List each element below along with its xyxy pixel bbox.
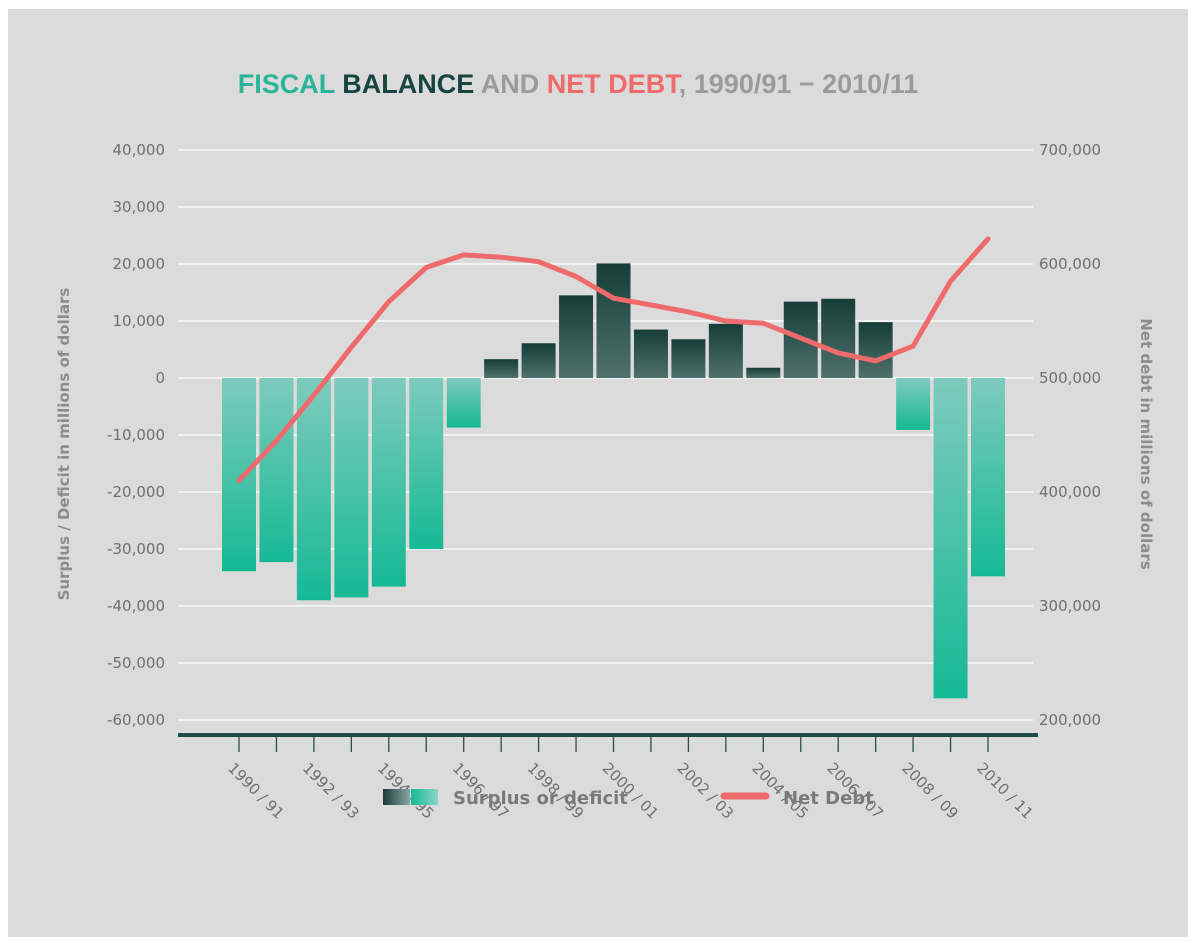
left-tick-label: 40,000 [113, 141, 166, 159]
left-tick-label: -60,000 [107, 711, 165, 729]
left-axis-ticks: 40,000 30,000 20,000 10,000 0 -10,000 -20,000 -… [107, 141, 165, 729]
legend: Surplus or deficit Net Debt [383, 788, 874, 809]
legend-swatch-surplus [383, 789, 410, 805]
left-tick-label: -50,000 [107, 654, 165, 672]
bar-1998-99 [521, 343, 556, 378]
left-tick-label: -20,000 [107, 483, 165, 501]
x-tick-label: 2008 / 09 [898, 759, 962, 823]
bar-2004-05 [746, 367, 781, 378]
x-tick-label: 2010 / 11 [973, 759, 1037, 823]
bar-1999-00 [559, 295, 594, 378]
net-debt-series [236, 236, 991, 484]
left-tick-label: 30,000 [113, 198, 166, 216]
net-debt-line [236, 236, 991, 484]
legend-label-net-debt: Net Debt [783, 788, 874, 809]
bar-1992-93 [296, 378, 331, 601]
right-tick-label: 200,000 [1039, 711, 1101, 729]
chart-title-part: , 1990/91 − 2010/11 [679, 69, 918, 99]
chart-card: FISCAL BALANCE AND NET DEBT, 1990/91 − 2… [8, 9, 1188, 937]
bar-1994-95 [371, 378, 406, 587]
bar-2006-07 [821, 298, 856, 378]
chart-title: FISCAL BALANCE AND NET DEBT, 1990/91 − 2… [238, 69, 919, 99]
bar-2007-08 [858, 322, 893, 378]
x-axis-line [178, 733, 1038, 737]
left-axis-title: Surplus / Deficit in millions of dollars [55, 288, 73, 601]
bar-1996-97 [446, 378, 481, 428]
left-tick-label: 20,000 [113, 255, 166, 273]
chart-title-part: AND [481, 69, 547, 99]
left-tick-label: 0 [155, 369, 165, 387]
bar-2001-02 [633, 329, 668, 378]
right-tick-label: 700,000 [1039, 141, 1101, 159]
chart-title-part: NET DEBT [547, 69, 683, 99]
bar-1991-92 [259, 378, 294, 563]
bar-2008-09 [896, 378, 931, 430]
bar-2003-04 [708, 323, 743, 378]
chart-title-part: FISCAL [238, 69, 343, 99]
right-axis-ticks: 700,000 600,000 500,000 400,000 300,000 200,0… [1039, 141, 1101, 729]
x-tick-label: 2002 / 03 [674, 759, 738, 823]
bar-2009-10 [933, 378, 968, 699]
left-tick-label: -40,000 [107, 597, 165, 615]
x-tick-label: 1992 / 93 [299, 759, 363, 823]
left-tick-label: -30,000 [107, 540, 165, 558]
chart-title-part: BALANCE [342, 69, 481, 99]
left-tick-label: 10,000 [113, 312, 166, 330]
right-tick-label: 400,000 [1039, 483, 1101, 501]
x-tick-label: 1990 / 91 [224, 759, 288, 823]
left-tick-label: -10,000 [107, 426, 165, 444]
bar-1995-96 [409, 378, 444, 549]
bar-1990-91 [222, 378, 256, 572]
bar-2002-03 [671, 339, 706, 378]
right-tick-label: 500,000 [1039, 369, 1101, 387]
bars-surplus-or-deficit [222, 263, 1005, 699]
right-tick-label: 300,000 [1039, 597, 1101, 615]
bar-1993-94 [334, 378, 369, 598]
legend-label-surplus-or-deficit: Surplus or deficit [453, 788, 628, 809]
bar-1997-98 [484, 359, 519, 378]
bar-2000-01 [596, 263, 631, 378]
right-tick-label: 600,000 [1039, 255, 1101, 273]
legend-swatch-deficit [411, 789, 438, 805]
right-axis-title: Net debt in millions of dollars [1137, 318, 1155, 569]
fiscal-chart: FISCAL BALANCE AND NET DEBT, 1990/91 − 2… [55, 69, 1155, 823]
bar-2010-11 [971, 378, 1005, 577]
